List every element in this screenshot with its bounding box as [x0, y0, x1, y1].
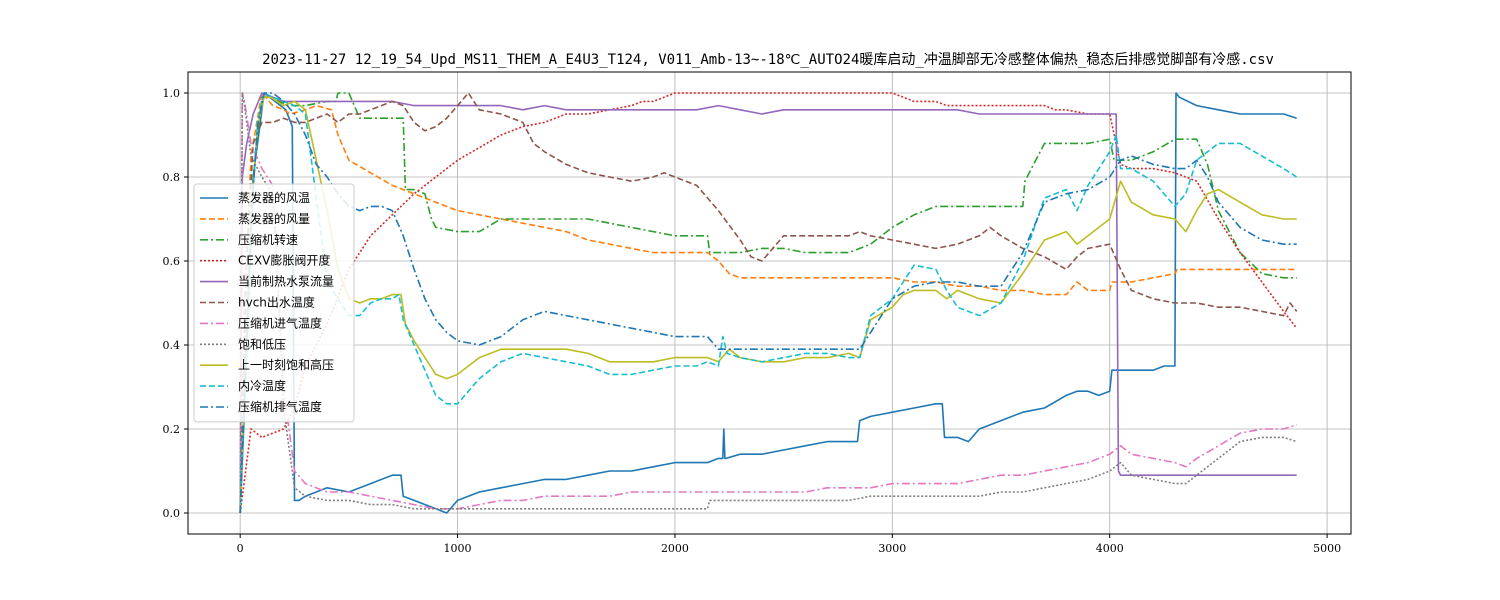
legend-label-2: 蒸发器的风量	[238, 211, 310, 226]
legend-label-11: 压缩机排气温度	[238, 399, 322, 414]
legend-label-9: 上一时刻饱和高压	[238, 357, 334, 372]
x-tick-label: 5000	[1313, 542, 1341, 555]
series-line-1	[239, 92, 1297, 514]
x-tick-label: 3000	[878, 542, 906, 555]
legend-label-1: 蒸发器的风温	[238, 190, 310, 205]
series-line-9	[239, 96, 1297, 514]
grid-lines	[188, 72, 1351, 534]
legend-label-4: CEXV膨胀阀开度	[238, 253, 330, 268]
series-line-11	[239, 92, 1297, 514]
y-tick-label: 0.0	[163, 507, 181, 520]
series-line-6	[239, 92, 1298, 514]
x-tick-label: 1000	[444, 542, 472, 555]
series-line-7	[239, 92, 1297, 514]
y-tick-label: 1.0	[163, 87, 181, 100]
legend-label-3: 压缩机转速	[238, 232, 298, 247]
y-tick-label: 0.4	[163, 339, 181, 352]
y-tick-label: 0.2	[163, 423, 181, 436]
legend-label-10: 内冷温度	[238, 378, 286, 393]
series-line-8	[239, 92, 1297, 514]
legend-box	[193, 183, 355, 423]
x-tick-label: 0	[237, 542, 244, 555]
y-tick-label: 0.6	[163, 255, 181, 268]
series-line-5	[239, 92, 1297, 514]
plot-area-frame	[187, 71, 1352, 535]
chart-title: 2023-11-27 12_19_54_Upd_MS11_THEM_A_E4U3…	[262, 51, 1274, 68]
x-tick-label: 2000	[661, 542, 689, 555]
series-lines	[239, 92, 1298, 514]
y-tick-label: 0.8	[163, 171, 181, 184]
x-tick-label: 4000	[1096, 542, 1124, 555]
legend-label-5: 当前制热水泵流量	[238, 274, 334, 289]
legend-label-6: hvch出水温度	[238, 295, 315, 310]
axis-ticks: 0 1000 2000 3000 4000 5000 0.0 0.2 0.4 0.6 0.8 1.0	[163, 87, 1342, 555]
legend-label-8: 饱和低压	[238, 336, 286, 351]
legend-label-7: 压缩机进气温度	[238, 315, 322, 330]
series-line-3	[239, 92, 1297, 514]
series-line-10	[239, 92, 1298, 514]
series-line-4	[239, 92, 1298, 514]
series-line-2	[239, 92, 1297, 514]
